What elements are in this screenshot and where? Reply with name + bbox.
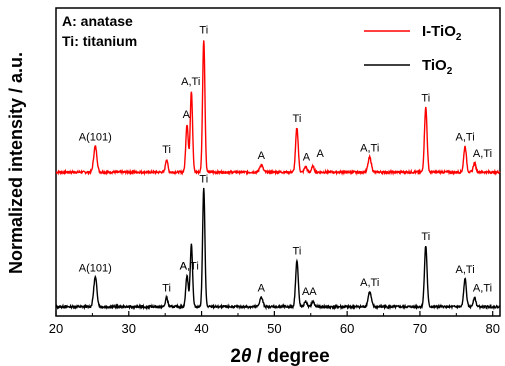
peak-label-3: A <box>183 109 191 121</box>
peak-label-24: A,Ti <box>456 264 475 276</box>
x-axis-title: 2θ / degree <box>230 346 329 366</box>
peak-label-19: A <box>258 283 266 295</box>
peak-label-18: Ti <box>199 174 208 186</box>
peak-label-2: Ti <box>162 144 171 156</box>
legend: I-TiO2 TiO2 <box>364 23 462 77</box>
axis-layer: 20 30 40 50 60 70 80 <box>49 311 500 336</box>
info-line-anatase: A: anatase <box>62 13 133 29</box>
plot-frame <box>55 7 501 317</box>
series-layer <box>55 40 501 311</box>
x-tick-label-3: 40 <box>194 321 208 336</box>
x-tick-label-6: 70 <box>413 321 427 336</box>
info-line-titanium: Ti: titanium <box>62 33 137 49</box>
x-tick-label-2: 30 <box>122 321 136 336</box>
series-line-2 <box>55 187 501 311</box>
peak-label-16: A <box>180 260 188 272</box>
peak-label-13: A,Ti <box>473 148 492 160</box>
peak-label-14: A(101) <box>79 262 112 274</box>
peak-label-23: Ti <box>421 231 430 243</box>
x-tick-label-7: 80 <box>485 321 499 336</box>
legend-label-series-2: TiO2 <box>422 57 453 77</box>
x-tick-label-1: 20 <box>49 321 63 336</box>
peak-label-6: A <box>258 150 266 162</box>
peak-label-1: A(101) <box>79 131 112 143</box>
peak-label-25: A,Ti <box>473 283 492 295</box>
peak-label-21: AA <box>302 286 317 298</box>
peak-label-4: A,Ti <box>181 76 200 88</box>
peak-label-9: A <box>317 148 325 160</box>
peak-label-11: Ti <box>421 93 430 105</box>
legend-label-series-1: I-TiO2 <box>422 23 462 43</box>
peak-label-10: A,Ti <box>360 142 379 154</box>
peak-label-15: Ti <box>162 283 171 295</box>
peak-label-12: A,Ti <box>456 131 475 143</box>
peak-label-5: Ti <box>199 24 208 36</box>
peak-label-20: Ti <box>293 246 302 258</box>
peak-label-7: Ti <box>293 113 302 125</box>
y-axis-title: Normalized intensity / a.u. <box>6 52 26 274</box>
peak-label-8: A <box>303 152 311 164</box>
peak-label-17: A,Ti <box>180 260 199 272</box>
series-line-1 <box>55 40 501 176</box>
peak-label-22: A,Ti <box>360 277 379 289</box>
x-tick-label-5: 60 <box>340 321 354 336</box>
x-tick-label-4: 50 <box>267 321 281 336</box>
